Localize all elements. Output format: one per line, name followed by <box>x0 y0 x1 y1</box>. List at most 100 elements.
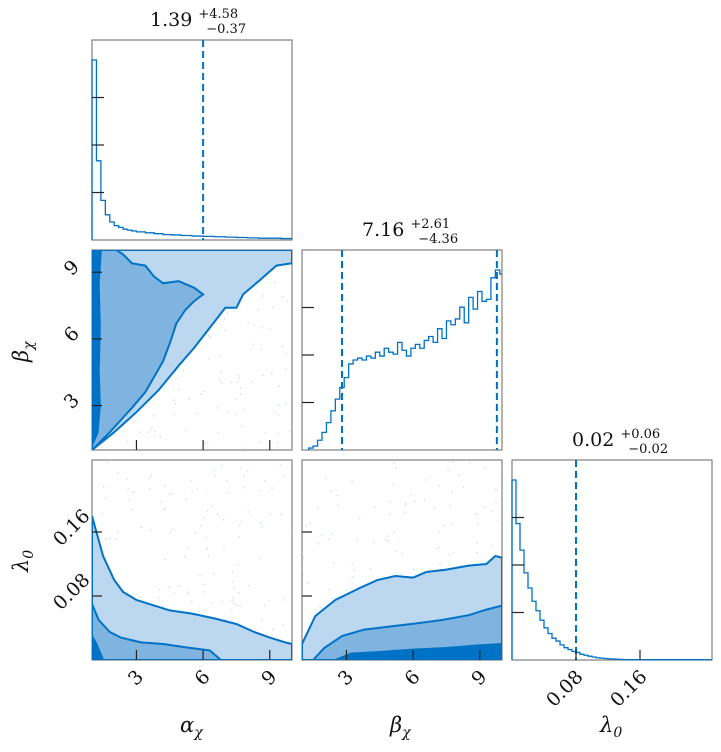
scatter-point <box>140 526 143 529</box>
scatter-point <box>277 413 280 416</box>
contour-dark-lambda-vs-alpha <box>92 635 105 660</box>
scatter-point <box>226 410 229 413</box>
scatter-point <box>220 600 223 603</box>
scatter-point <box>468 461 471 464</box>
scatter-point <box>331 533 334 536</box>
scatter-point <box>218 354 221 357</box>
scatter-point <box>494 488 497 491</box>
scatter-point <box>168 586 171 589</box>
scatter-point <box>149 528 152 531</box>
scatter-point <box>199 392 202 395</box>
scatter-point <box>358 517 361 520</box>
scatter-point <box>113 433 116 436</box>
scatter-point <box>439 563 441 566</box>
scatter-point <box>252 324 255 327</box>
scatter-point <box>139 596 142 598</box>
scatter-point <box>277 404 280 407</box>
scatter-point <box>195 412 198 415</box>
hist-beta-steps <box>308 269 502 450</box>
scatter-point <box>414 500 416 503</box>
ytick-label-beta-1: 6 <box>60 323 84 347</box>
scatter-point <box>258 557 261 559</box>
scatter-point <box>392 462 395 465</box>
scatter-point <box>214 474 216 477</box>
scatter-point <box>317 507 319 509</box>
scatter-point <box>190 601 193 604</box>
scatter-point <box>412 568 415 571</box>
scatter-point <box>263 604 266 607</box>
scatter-point <box>353 569 356 572</box>
scatter-point <box>438 531 441 534</box>
scatter-point <box>285 300 288 303</box>
scatter-point <box>227 492 230 495</box>
scatter-point <box>328 538 330 540</box>
scatter-point <box>114 537 117 540</box>
scatter-point <box>186 591 189 594</box>
scatter-point <box>204 442 206 445</box>
scatter-point <box>205 537 208 539</box>
scatter-point <box>282 474 285 477</box>
scatter-point <box>148 431 151 434</box>
contour-mid-beta-vs-alpha <box>92 250 205 450</box>
scatter-point <box>199 574 201 577</box>
ytick-label-lambda-1: 0.16 <box>49 505 94 550</box>
scatter-point <box>226 480 228 482</box>
scatter-point <box>217 431 220 434</box>
scatter-point <box>149 477 151 480</box>
scatter-point <box>243 475 246 477</box>
scatter-point <box>206 441 209 444</box>
scatter-point <box>164 485 166 488</box>
scatter-point <box>271 306 274 309</box>
beta-title: 7.16 +2.61 −4.36 <box>362 211 458 247</box>
scatter-point <box>106 461 109 464</box>
scatter-point <box>409 493 412 496</box>
scatter-point <box>452 551 455 554</box>
scatter-point <box>337 504 339 507</box>
scatter-point <box>447 469 450 472</box>
x-axis-label-lambda: λ0 <box>599 713 622 741</box>
scatter-point <box>203 609 205 612</box>
scatter-point <box>260 348 263 351</box>
scatter-point <box>282 295 284 298</box>
scatter-point <box>369 567 372 570</box>
scatter-point <box>240 521 243 523</box>
scatter-point <box>158 588 161 591</box>
scatter-point <box>351 581 353 584</box>
scatter-point <box>284 266 287 269</box>
contour-dark-beta-vs-alpha <box>92 250 102 446</box>
scatter-point <box>243 486 246 489</box>
scatter-point <box>252 343 255 346</box>
scatter-point <box>261 326 264 329</box>
scatter-point <box>329 490 332 493</box>
scatter-point <box>261 374 264 377</box>
scatter-point <box>438 546 441 549</box>
scatter-point <box>153 415 155 417</box>
scatter-point <box>261 525 264 528</box>
scatter-point <box>387 540 389 542</box>
scatter-point <box>247 321 250 324</box>
scatter-point <box>351 481 353 483</box>
contour-group-lambda-vs-alpha <box>92 461 292 660</box>
xtick-label-alpha-2: 9 <box>257 666 281 690</box>
x-axis-label-alpha: αχ <box>180 713 204 741</box>
scatter-point <box>230 609 233 611</box>
scatter-point <box>150 428 153 431</box>
scatter-point <box>128 499 131 501</box>
scatter-point <box>399 573 402 576</box>
scatter-point <box>433 507 436 509</box>
scatter-point <box>246 469 249 472</box>
scatter-point <box>352 575 354 578</box>
scatter-point <box>175 377 177 380</box>
scatter-point <box>185 429 188 431</box>
scatter-point <box>450 490 453 493</box>
scatter-point <box>172 399 175 402</box>
scatter-point <box>210 505 213 507</box>
scatter-point <box>149 487 152 490</box>
scatter-point <box>443 524 446 527</box>
scatter-point <box>196 488 199 490</box>
scatter-point <box>491 544 494 547</box>
scatter-point <box>124 434 127 437</box>
scatter-point <box>302 633 304 636</box>
scatter-point <box>178 584 181 587</box>
